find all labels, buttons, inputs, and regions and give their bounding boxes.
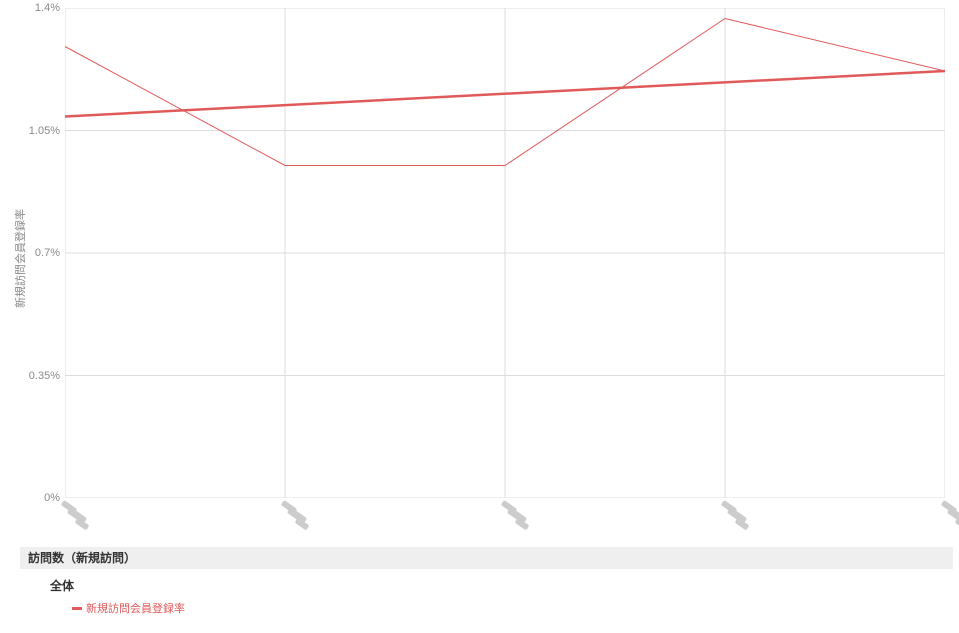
legend-swatch [72, 607, 82, 610]
legend: 新規訪問会員登録率 [72, 600, 185, 616]
sub-label: 全体 [50, 577, 74, 594]
section-header: 訪問数（新規訪問） [20, 547, 953, 569]
x-tick-blurred [281, 504, 311, 534]
x-tick-blurred [501, 504, 531, 534]
x-tick-blurred [941, 504, 959, 534]
y-tick-label: 0% [20, 492, 60, 504]
y-tick-label: 1.4% [20, 2, 60, 14]
chart-container: 0%0.35%0.7%1.05%1.4% 新規訪問会員登録率 訪問数（新規訪問）… [0, 0, 959, 633]
y-axis-label: 新規訪問会員登録率 [12, 208, 28, 308]
x-tick-blurred [61, 504, 91, 534]
y-tick-label: 0.35% [20, 370, 60, 382]
legend-label: 新規訪問会員登録率 [86, 600, 185, 616]
y-tick-label: 1.05% [20, 125, 60, 137]
x-tick-blurred [721, 504, 751, 534]
chart-plot [65, 8, 945, 498]
